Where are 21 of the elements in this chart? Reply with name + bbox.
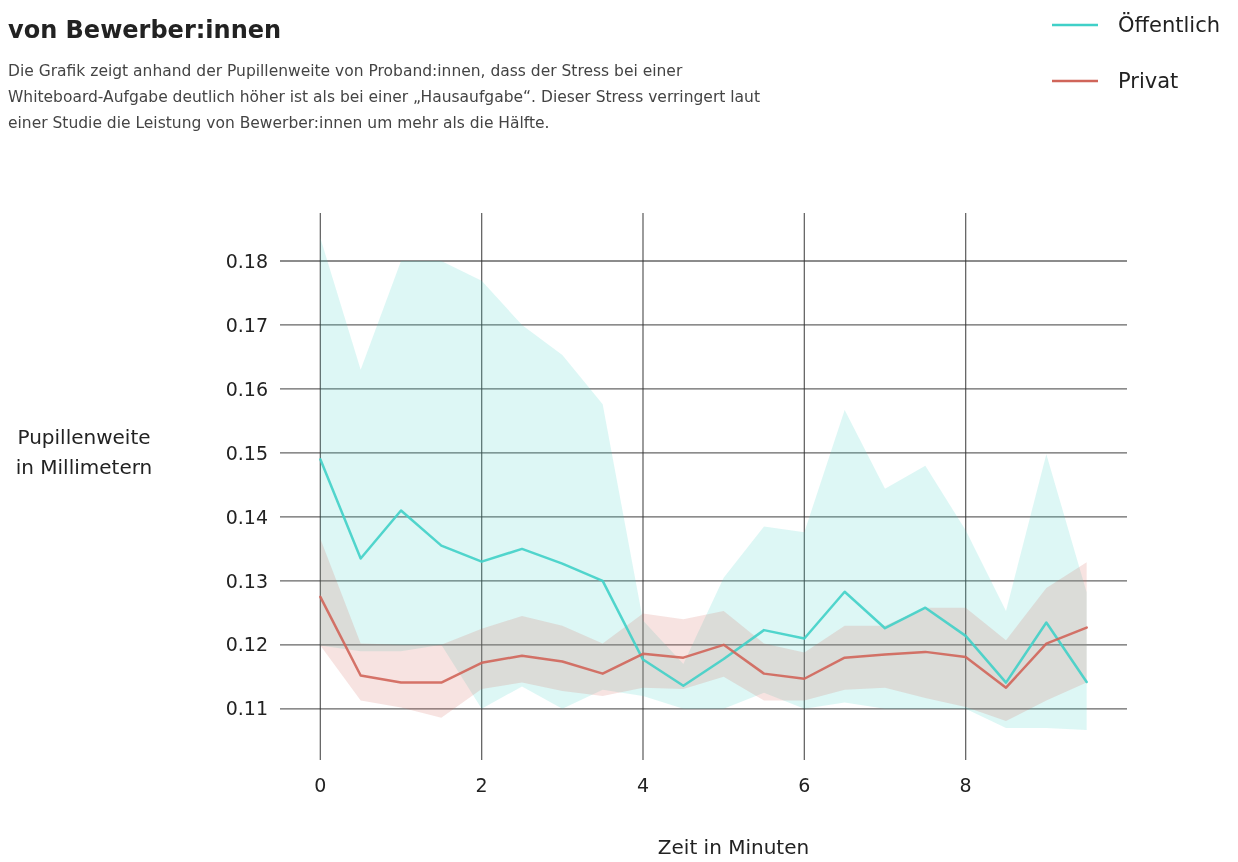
x-tick-label: 8 — [959, 774, 972, 796]
y-tick-label: 0.18 — [225, 249, 268, 272]
y-tick-label: 0.15 — [225, 441, 268, 464]
y-tick-label: 0.11 — [225, 697, 268, 720]
y-tick-label: 0.17 — [225, 313, 268, 336]
line-series — [319, 458, 1088, 688]
y-tick-label: 0.12 — [225, 633, 268, 656]
legend-label: Öffentlich — [1118, 12, 1220, 38]
x-axis-title: Zeit in Minuten — [657, 835, 810, 859]
y-tick-label: 0.13 — [225, 569, 268, 592]
x-tick-label: 0 — [314, 774, 327, 796]
x-tick-label: 2 — [475, 774, 488, 796]
chart-title: von Bewerber:innen — [8, 16, 282, 44]
y-axis-title: Pupillenweite in Millimetern — [15, 425, 153, 479]
x-tick-label: 6 — [798, 774, 811, 796]
line-series — [319, 595, 1088, 689]
y-tick-label: 0.14 — [225, 505, 268, 528]
chart-subtitle: Die Grafik zeigt anhand der Pupillenweite von Proband:innen, dass der Stress bei einer Whiteboard-Aufgabe deutlich höher ist als bei einer „Hausaufgabe“. Dieser Stress verringert laut einer Studie die Leistung von Bewerber:innen um mehr als die Hälfte. — [8, 62, 760, 132]
y-tick-label: 0.16 — [225, 377, 268, 400]
legend-label: Privat — [1118, 69, 1179, 94]
x-tick-label: 4 — [636, 774, 650, 796]
